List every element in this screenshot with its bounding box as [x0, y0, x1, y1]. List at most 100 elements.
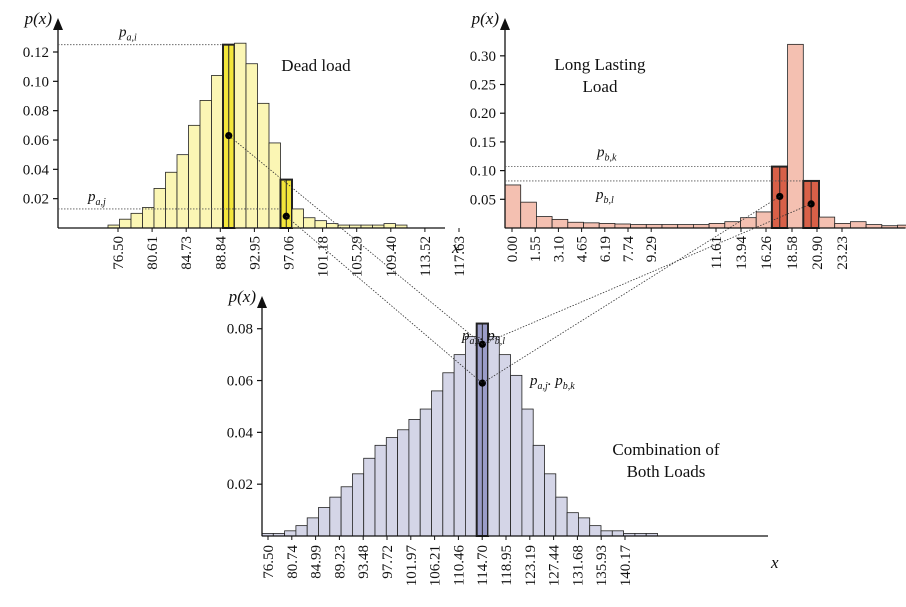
combo-x-tick-label: 110.46: [451, 545, 467, 586]
long-bar: [788, 44, 804, 228]
dead-bar: [304, 218, 316, 228]
long-bar: [521, 202, 537, 228]
long-x-tick-label: 6.19: [598, 236, 614, 262]
long-pbk-label: pb,k: [596, 145, 617, 164]
dead-y-tick-label: 0.08: [23, 104, 49, 120]
combo-bar: [601, 531, 612, 536]
dead-x-tick-label: 97.06: [282, 236, 298, 270]
combo-bar: [341, 487, 352, 536]
long-y-tick-label: 0.20: [470, 106, 496, 122]
combo-bar: [556, 497, 567, 536]
dead-bar: [177, 155, 189, 228]
combo-x-tick-label: 97.72: [380, 545, 396, 579]
combo-bar: [398, 430, 409, 536]
dead-y-tick-label: 0.10: [23, 74, 49, 90]
dead-bar: [315, 221, 327, 228]
combo-bar: [432, 391, 443, 536]
dead-bar: [166, 172, 178, 228]
dead-bar: [143, 207, 155, 228]
combo-title-line2: Both Loads: [627, 462, 706, 481]
combo-bar: [567, 513, 578, 536]
long-bar: [599, 223, 615, 228]
long-x-tick-label: 13.94: [734, 236, 750, 270]
combo-x-tick-label: 80.74: [285, 545, 301, 579]
combo-bar: [330, 497, 341, 536]
combo-x-tick-label: 131.68: [570, 545, 586, 586]
combo-bar: [612, 531, 623, 536]
combo-bar: [511, 375, 522, 536]
dead-x-tick-label: 88.84: [213, 235, 229, 269]
combo-x-tick-label: 101.97: [404, 545, 420, 587]
combo-bar: [285, 531, 296, 536]
combo-x-tick-label: 123.19: [523, 545, 539, 586]
combo-title-line1: Combination of: [612, 440, 720, 459]
combo-x-tick-label: 106.21: [428, 545, 444, 586]
combo-y-tick-label: 0.06: [227, 374, 254, 390]
combo-x-tick-label: 140.17: [618, 545, 634, 587]
combo-bar: [352, 474, 363, 536]
combo-x-tick-label: 118.95: [499, 545, 515, 586]
long-y-tick-label: 0.15: [470, 135, 496, 151]
dead-x-tick-label: 80.61: [145, 236, 161, 270]
combo-paj-pbk-label: pa,j. pb,k: [529, 373, 575, 392]
dead-bar: [154, 188, 166, 228]
combo-bar: [375, 445, 386, 536]
dead-bar: [189, 125, 201, 228]
combo-x-axis-label: x: [770, 553, 779, 572]
combo-bar: [465, 337, 476, 537]
dead-y-tick-label: 0.04: [23, 162, 50, 178]
dead-y-tick-label: 0.06: [23, 133, 50, 149]
long-y-tick-label: 0.25: [470, 78, 496, 94]
dead-y-tick-label: 0.02: [23, 192, 49, 208]
dead-x-tick-label: 113.52: [418, 236, 434, 277]
dead-bar: [212, 75, 224, 228]
dead-bar: [235, 43, 247, 228]
long-bar: [850, 222, 866, 228]
combo-bar: [533, 445, 544, 536]
combo-bar: [488, 337, 499, 537]
dead-pai-label: pa,i: [118, 25, 137, 44]
long-x-tick-label: 7.74: [621, 236, 637, 263]
dead-bar: [269, 143, 281, 228]
dead-bar: [120, 219, 132, 228]
long-bar: [756, 212, 772, 228]
combo-y-axis-arrow: [257, 296, 267, 308]
long-x-tick-label: 9.29: [644, 236, 660, 262]
long-y-tick-label: 0.05: [470, 192, 496, 208]
dead-x-tick-label: 84.73: [179, 236, 195, 270]
combo-bar: [307, 518, 318, 536]
dead-paj-label: pa,j: [87, 189, 106, 208]
dead-bar: [292, 209, 304, 228]
long-x-tick-label: 11.61: [709, 236, 725, 269]
long-x-tick-label: 3.10: [551, 236, 567, 262]
long-y-tick-label: 0.30: [470, 49, 496, 65]
long-bar: [568, 222, 584, 228]
dead-load-title: Dead load: [281, 56, 351, 75]
long-x-tick-label: 18.58: [785, 236, 801, 270]
combo-bar: [590, 526, 601, 536]
long-bar: [835, 223, 851, 228]
combo-bar: [443, 373, 454, 536]
dead-x-tick-label: 76.50: [111, 236, 127, 270]
combo-x-tick-label: 135.93: [594, 545, 610, 586]
dead-y-axis-label: p(x): [24, 9, 53, 28]
dead-x-tick-label: 117.63: [452, 236, 468, 277]
dead-x-tick-label: 109.40: [384, 236, 400, 277]
long-bar: [819, 217, 835, 228]
combo-bar: [319, 508, 330, 537]
dead-bar: [246, 64, 258, 228]
long-x-tick-label: 4.65: [575, 236, 591, 262]
combo-x-tick-label: 76.50: [261, 545, 277, 579]
combo-bar: [386, 438, 397, 536]
dead-y-tick-label: 0.12: [23, 45, 49, 61]
long-bar: [709, 223, 725, 228]
dead-y-axis-arrow: [53, 18, 63, 30]
combo-x-tick-label: 89.23: [332, 545, 348, 579]
long-load-title-line2: Load: [583, 77, 618, 96]
long-y-axis-label: p(x): [471, 9, 500, 28]
combo-bar: [364, 458, 375, 536]
